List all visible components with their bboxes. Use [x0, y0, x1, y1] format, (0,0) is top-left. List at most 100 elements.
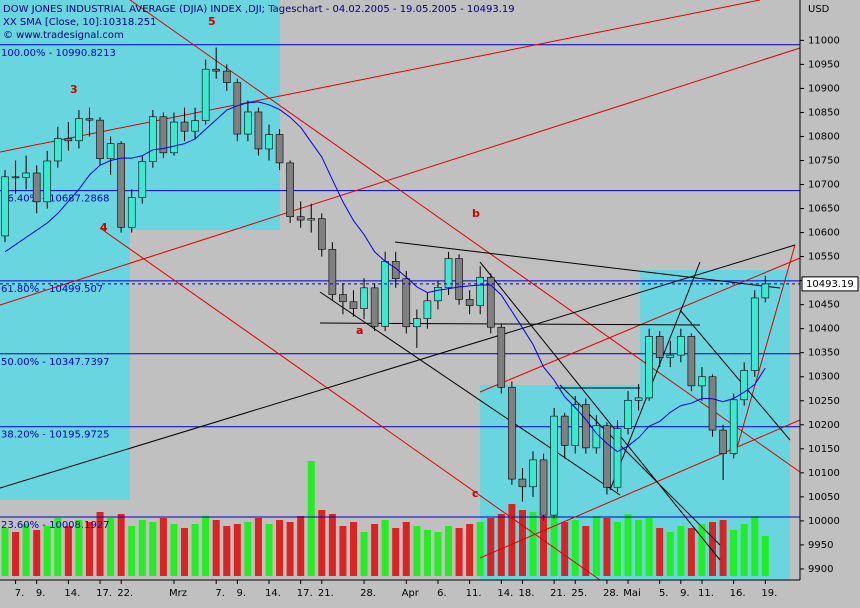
credit: © www.tradesignal.com — [3, 30, 124, 41]
volume-bar — [22, 524, 30, 576]
x-tick-label: 19. — [761, 588, 777, 599]
volume-bar — [529, 512, 537, 576]
volume-bar — [117, 514, 125, 576]
volume-bar — [603, 518, 611, 576]
fib-label: 23.60% - 10008.1927 — [1, 520, 110, 531]
fib-label: 38.20% - 10195.9725 — [1, 430, 110, 441]
candle-body — [529, 459, 537, 488]
y-tick-label: 10650 — [808, 204, 840, 215]
candle-body — [613, 428, 622, 488]
candle-body — [117, 143, 125, 228]
volume-bar — [561, 522, 569, 576]
candle-body — [603, 425, 611, 488]
candle-body — [719, 429, 727, 454]
y-tick-label: 10300 — [808, 372, 840, 383]
volume-bar — [297, 516, 305, 576]
candle-body — [254, 111, 263, 150]
volume-bar — [339, 526, 347, 576]
volume-bar — [54, 518, 62, 576]
trend-line — [394, 241, 781, 289]
candle-body — [75, 118, 83, 142]
candle-body — [286, 162, 294, 218]
volume-bar — [233, 524, 241, 576]
x-tick-label: 16. — [730, 588, 746, 599]
wave-label: 5 — [208, 15, 216, 28]
volume-bar — [582, 526, 590, 576]
x-tick-label: 7. — [215, 588, 225, 599]
volume-bar — [85, 522, 93, 576]
volume-bar — [761, 536, 769, 576]
candle-body — [212, 68, 220, 72]
candle-body — [465, 299, 474, 306]
volume-bar — [276, 520, 284, 576]
x-tick-label: Mrz — [169, 588, 187, 599]
candle-body — [170, 121, 178, 154]
candle-body — [43, 160, 52, 203]
x-tick-label: 11. — [466, 588, 482, 599]
volume-bar — [592, 516, 600, 576]
trend-line — [0, 47, 801, 306]
x-tick-label: Apr — [402, 588, 420, 599]
candle-body — [180, 121, 189, 132]
candle-body — [655, 336, 664, 358]
candle-body — [455, 258, 463, 300]
candle-body — [370, 287, 379, 327]
candle-body — [518, 478, 527, 488]
trend-line — [609, 261, 701, 491]
candle-body — [571, 404, 580, 446]
x-tick-label: 17. — [297, 588, 313, 599]
candle-body — [508, 387, 516, 480]
y-tick-label: 10600 — [808, 228, 840, 239]
x-tick-label: 28. — [360, 588, 376, 599]
candle-body — [624, 399, 632, 429]
volume-bar — [645, 518, 653, 576]
volume-bar — [128, 526, 136, 576]
volume-bar — [719, 520, 727, 576]
fib-label: 61.80% - 10499.507 — [1, 284, 103, 295]
wave-label: 4 — [100, 221, 108, 234]
volume-bar — [434, 532, 442, 576]
candle-body — [244, 111, 252, 135]
x-tick-label: 9. — [680, 588, 690, 599]
candle-body — [729, 399, 738, 454]
candle-body — [138, 161, 147, 198]
y-tick-label: 10750 — [808, 155, 840, 166]
candle-body — [423, 300, 432, 319]
chart-title: DOW JONES INDUSTRIAL AVERAGE (DJIA) INDE… — [3, 4, 515, 15]
candle-body — [96, 119, 104, 159]
candle-body — [391, 261, 400, 280]
volume-bar — [12, 532, 20, 576]
wave-label: b — [472, 207, 480, 220]
volume-bar — [307, 461, 315, 576]
trend-line — [679, 309, 791, 441]
volume-bar — [107, 518, 115, 576]
y-tick-label: 10000 — [808, 516, 840, 527]
candle-body — [296, 216, 305, 221]
sma-line — [4, 101, 766, 453]
volume-bar — [487, 518, 495, 576]
y-tick-label: 10850 — [808, 107, 840, 118]
volume-bar — [360, 532, 368, 576]
volume-bar — [212, 520, 220, 576]
candle-body — [413, 318, 421, 328]
candle-body — [265, 134, 273, 150]
volume-bar — [740, 524, 748, 576]
volume-bar — [223, 526, 231, 576]
candle-body — [581, 404, 590, 449]
x-tick-label: 5. — [659, 588, 669, 599]
y-tick-label: 9900 — [808, 564, 833, 575]
candle-body — [11, 176, 20, 179]
candle-body — [497, 326, 506, 388]
candle-body — [708, 376, 717, 431]
candle-body — [698, 376, 706, 387]
candle-body — [761, 283, 770, 299]
volume-bar — [349, 522, 357, 576]
volume-bar — [191, 524, 199, 576]
x-tick-label: 17. — [96, 588, 112, 599]
volume-bar — [445, 526, 453, 576]
candle-body — [740, 370, 749, 401]
x-tick-label: 25. — [571, 588, 587, 599]
volume-bar — [455, 528, 463, 576]
candle-body — [159, 116, 168, 154]
x-tick-label: 11. — [698, 588, 714, 599]
